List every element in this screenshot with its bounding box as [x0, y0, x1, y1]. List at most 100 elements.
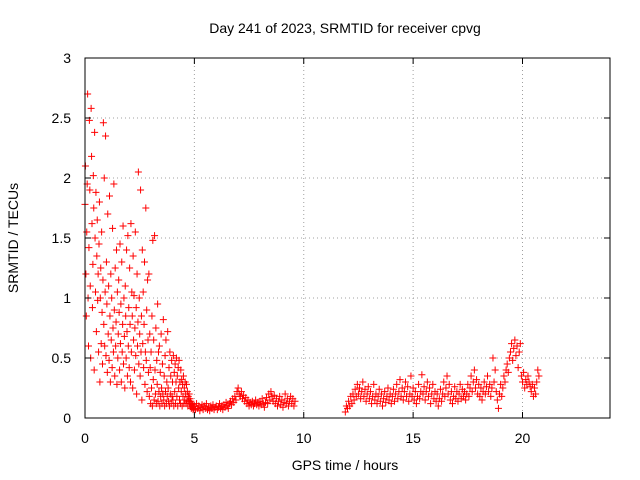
data-point [165, 364, 173, 372]
data-point [89, 172, 97, 180]
data-point [389, 385, 397, 393]
data-point [170, 368, 178, 376]
y-tick-label: 2 [63, 170, 71, 186]
data-point [381, 388, 389, 396]
data-point [109, 324, 117, 332]
data-point [103, 368, 111, 376]
data-point [88, 152, 96, 160]
data-point [153, 380, 161, 388]
data-point [96, 378, 104, 386]
data-point [270, 391, 278, 399]
data-point [127, 378, 134, 386]
data-point [134, 168, 142, 176]
data-point [164, 384, 172, 392]
data-point [106, 192, 113, 200]
data-point [497, 380, 505, 388]
data-point [92, 188, 100, 196]
data-point [148, 312, 156, 320]
data-point [423, 378, 431, 386]
data-point [111, 372, 119, 380]
data-point [409, 384, 417, 392]
data-points [81, 90, 543, 416]
data-point [103, 300, 111, 308]
data-point [88, 220, 96, 228]
data-point [291, 397, 299, 405]
data-point [258, 395, 266, 403]
data-point [504, 368, 512, 376]
data-point [150, 396, 158, 404]
data-point [130, 292, 138, 300]
data-point [412, 400, 420, 408]
data-point [123, 328, 131, 336]
y-tick-label: 2.5 [52, 110, 72, 126]
data-point [156, 368, 164, 376]
data-point [91, 128, 99, 136]
data-point [279, 403, 287, 411]
data-point [104, 330, 112, 338]
data-point [427, 400, 435, 408]
data-point [95, 348, 103, 356]
data-point [196, 407, 204, 415]
data-point [129, 252, 137, 260]
data-point [92, 288, 99, 296]
data-point [531, 384, 539, 392]
data-point [148, 384, 155, 392]
data-point [401, 378, 409, 386]
data-point [290, 402, 298, 410]
data-point [102, 258, 110, 266]
data-point [478, 396, 486, 404]
data-point [498, 392, 506, 400]
data-point [125, 364, 133, 372]
data-point [477, 384, 485, 392]
data-point [120, 332, 128, 340]
data-point [171, 388, 179, 396]
data-point [260, 403, 268, 411]
data-point [499, 384, 507, 392]
data-point [152, 324, 160, 332]
data-point [509, 356, 517, 364]
data-point [98, 308, 106, 316]
data-point [177, 366, 185, 374]
grid [85, 58, 610, 418]
data-point [136, 372, 144, 380]
data-point [470, 366, 478, 374]
data-point [234, 384, 242, 392]
data-point [426, 384, 434, 392]
x-tick-label: 0 [81, 430, 89, 446]
data-point [490, 378, 498, 386]
data-point [153, 356, 161, 364]
data-point [113, 246, 120, 254]
data-point [364, 383, 372, 391]
data-point [503, 360, 511, 368]
data-point [89, 260, 97, 268]
data-point [106, 378, 114, 386]
data-point [351, 385, 359, 393]
data-point [148, 402, 156, 410]
data-point [108, 294, 116, 302]
x-tick-labels: 0 5 10 15 20 [81, 430, 530, 446]
data-point [155, 348, 162, 356]
data-point [92, 328, 100, 336]
data-point [100, 174, 108, 182]
data-point [449, 400, 456, 408]
data-point [405, 397, 413, 405]
data-point [88, 304, 96, 312]
data-point [451, 383, 459, 391]
data-point [274, 402, 281, 410]
data-point [141, 258, 148, 266]
data-point [144, 368, 152, 376]
data-point [119, 222, 127, 230]
data-point [120, 360, 127, 368]
data-point [120, 294, 128, 302]
data-point [99, 119, 107, 127]
data-point [179, 372, 187, 380]
data-point [155, 342, 163, 350]
data-point [438, 397, 446, 405]
data-point [157, 330, 165, 338]
data-point [129, 384, 137, 392]
data-point [118, 258, 126, 266]
data-point [168, 356, 176, 364]
data-point [491, 366, 499, 374]
data-point [113, 288, 121, 296]
data-point [149, 236, 157, 244]
